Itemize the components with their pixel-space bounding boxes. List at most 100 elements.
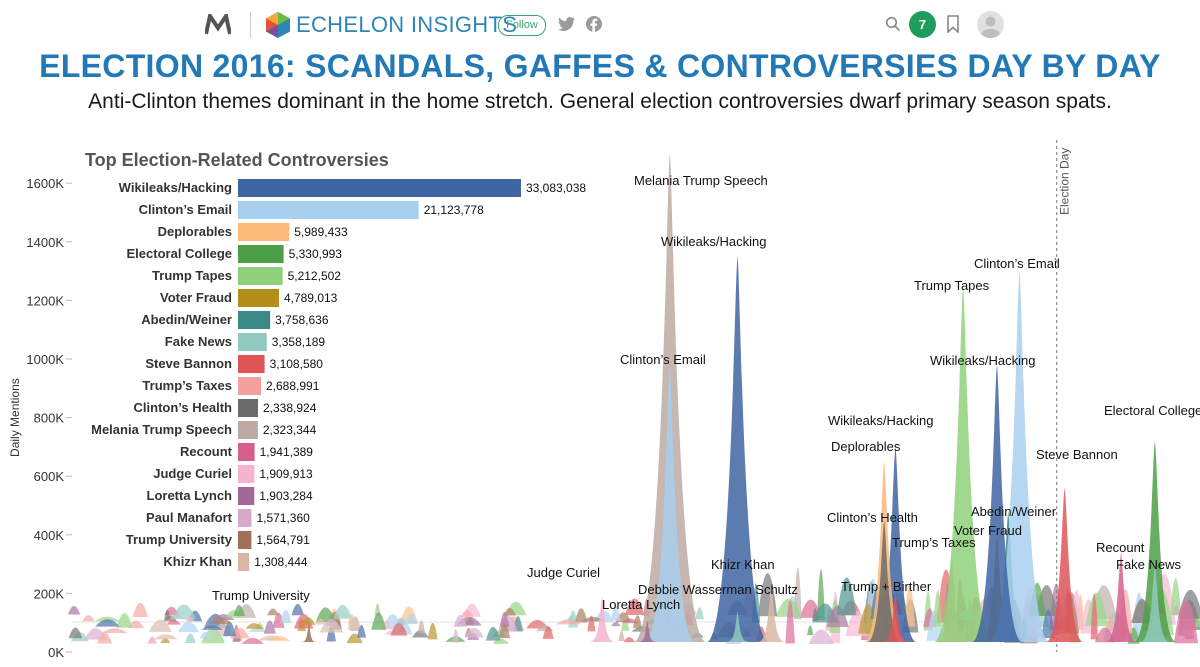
bar (238, 421, 258, 439)
series-peak (635, 619, 659, 642)
bar-label: Steve Bannon (145, 356, 232, 371)
background-peak (1172, 604, 1181, 615)
bar-value-label: 3,758,636 (275, 313, 329, 327)
bar (238, 355, 265, 373)
background-peak (785, 600, 795, 644)
series-peak (867, 520, 902, 642)
annotation-label: Melania Trump Speech (634, 173, 768, 188)
series-peak (644, 367, 695, 642)
bar-value-label: 1,903,284 (259, 489, 313, 503)
background-peak (280, 610, 292, 624)
facebook-icon[interactable] (586, 16, 602, 32)
series-peak (933, 285, 993, 642)
bar-label: Electoral College (127, 246, 232, 261)
bar (238, 553, 250, 571)
series-peak (706, 256, 769, 642)
bar-value-label: 5,989,433 (294, 225, 348, 239)
bar (238, 201, 419, 219)
annotation-label: Trump Tapes (914, 278, 990, 293)
background-peak (149, 619, 172, 632)
bar-label: Trump’s Taxes (142, 378, 232, 393)
bar-label: Melania Trump Speech (91, 422, 232, 437)
background-peak (1090, 593, 1099, 640)
background-peak (68, 627, 83, 639)
bar (238, 531, 252, 549)
series-peak (1105, 552, 1137, 642)
background-peak (333, 604, 353, 619)
follow-button[interactable]: Follow (498, 15, 546, 36)
bookmark-icon[interactable] (946, 15, 960, 33)
background-peak (624, 598, 645, 615)
election-day-label: Election Day (1058, 148, 1072, 215)
annotation-labels: Melania Trump Speech Wikileaks/Hacking Cli… (212, 173, 1200, 612)
bar (238, 377, 262, 395)
bar-value-label: 2,688,991 (266, 379, 320, 393)
bar-label: Trump Tapes (152, 268, 232, 283)
bar-chart: Top Election-Related Controversies Wikile… (85, 150, 586, 571)
bar-value-label: 4,789,013 (284, 291, 338, 305)
background-peak (452, 628, 459, 643)
background-peak (933, 590, 943, 627)
bar-label: Voter Fraud (160, 290, 232, 305)
medium-logo-icon[interactable] (205, 14, 231, 36)
series-peak (874, 446, 917, 642)
bar-label: Clinton’s Email (139, 202, 232, 217)
background-peak (1170, 578, 1182, 616)
background-peak (210, 617, 232, 625)
annotation-label: Loretta Lynch (602, 597, 680, 612)
background-peak (272, 612, 285, 628)
bar-value-label: 3,108,580 (270, 357, 324, 371)
background-peak (128, 620, 145, 629)
background-peak (695, 607, 704, 620)
background-peak (807, 625, 814, 636)
bar-label: Trump University (126, 532, 233, 547)
annotation-label: Recount (1096, 540, 1145, 555)
avatar-icon[interactable] (977, 11, 1004, 38)
background-peak (904, 583, 915, 627)
background-peak (1195, 616, 1200, 628)
annotation-label: Trump’s Taxes (892, 535, 976, 550)
series-peak (1140, 564, 1170, 642)
background-peak (1085, 592, 1109, 627)
background-peak (390, 622, 408, 636)
series-peak (297, 622, 321, 643)
bar-value-label: 33,083,038 (526, 181, 586, 195)
bar (238, 487, 255, 505)
page-subtitle: Anti-Clinton themes dominant in the home… (88, 90, 1112, 113)
bar (238, 443, 255, 461)
echelon-logo-icon[interactable] (265, 11, 291, 39)
header-divider (250, 12, 251, 38)
bar-label: Wikileaks/Hacking (119, 180, 232, 195)
background-peak (116, 613, 133, 628)
background-peak (101, 628, 128, 633)
background-peak (223, 621, 237, 637)
bar (238, 223, 290, 241)
bar (238, 179, 521, 197)
background-peak (623, 637, 636, 643)
notification-badge[interactable]: 7 (909, 11, 936, 38)
bar-value-label: 2,323,344 (263, 423, 317, 437)
annotation-label: Deplorables (831, 439, 901, 454)
background-peak (201, 625, 224, 630)
background-peak (315, 607, 336, 623)
y-tick-label: 200K (34, 586, 65, 601)
series-peak (1133, 441, 1177, 642)
brand-name[interactable]: ECHELON INSIGHTS (296, 12, 518, 37)
background-peak (1173, 600, 1199, 644)
background-peak (542, 626, 554, 639)
bar-label: Deplorables (158, 224, 232, 239)
background-peak (371, 612, 387, 630)
search-icon[interactable] (885, 16, 901, 32)
background-peak (154, 634, 178, 640)
twitter-icon[interactable] (558, 16, 576, 32)
y-tick-label: 1200K (26, 293, 64, 308)
background-peak (808, 629, 835, 644)
bar-value-label: 1,564,791 (256, 533, 310, 547)
background-peak (837, 577, 857, 616)
background-peak (460, 609, 474, 617)
background-peak (427, 622, 438, 640)
y-tick-label: 600K (34, 469, 65, 484)
annotation-label: Wikileaks/Hacking (930, 353, 1035, 368)
y-tick-label: 400K (34, 528, 65, 543)
annotation-label: Trump University (212, 588, 310, 603)
